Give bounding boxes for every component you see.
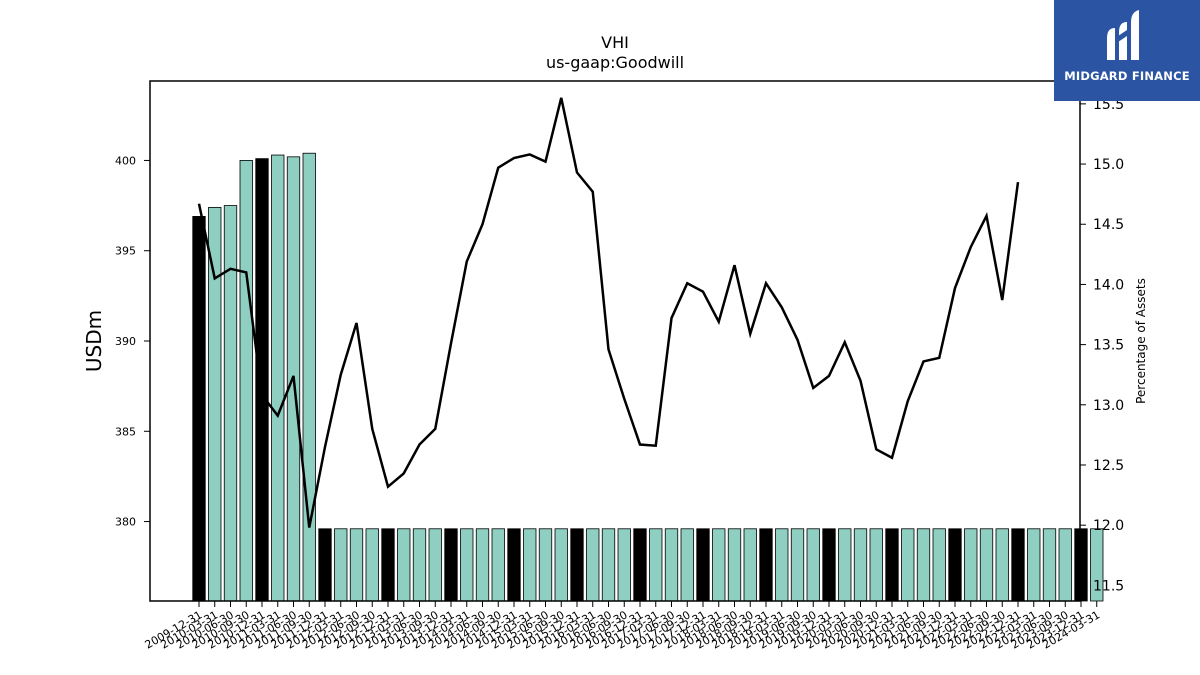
bar-2010-09-30 [239, 160, 253, 602]
bar-2015-03-31 [523, 528, 537, 602]
y-left-tick-label: 380 [115, 516, 136, 529]
bar-2019-06-30 [790, 528, 805, 602]
bar-2023-06-30 [1042, 528, 1057, 602]
bar-2016-06-30 [601, 528, 616, 602]
bar-2016-09-30 [617, 528, 631, 602]
y-right-tick-label: 12.0 [1093, 518, 1124, 534]
bar-2014-03-31 [460, 528, 474, 602]
y-right-tick-label: 11.5 [1093, 578, 1124, 594]
bar-2009-12-31 [192, 216, 206, 602]
bar-2023-12-31 [1074, 528, 1088, 602]
bar-2011-03-31 [271, 154, 285, 602]
bar-2017-09-30 [680, 528, 694, 602]
bar-2014-12-31 [507, 528, 521, 602]
y-left-tick-label: 385 [115, 425, 136, 438]
bar-2020-03-31 [838, 528, 852, 602]
bar-2010-12-31 [255, 158, 269, 602]
bar-2021-06-30 [916, 528, 931, 602]
bar-2014-06-30 [475, 528, 490, 602]
y-right-tick-label: 12.5 [1093, 458, 1124, 474]
y-left-tick-label: 390 [115, 335, 136, 348]
bar-2013-12-31 [444, 528, 458, 602]
y-axis-left-label: USDm [82, 310, 106, 372]
bar-2018-06-30 [727, 528, 742, 602]
bar-2018-09-30 [743, 528, 757, 602]
percentage-of-assets-line [197, 97, 1020, 528]
bar-2022-06-30 [979, 528, 994, 602]
bar-2010-03-31 [208, 206, 222, 602]
chart-subtitle: us-gaap:Goodwill [546, 53, 684, 72]
bar-2011-09-30 [302, 152, 316, 602]
bar-2013-06-30 [412, 528, 427, 602]
bar-2019-12-31 [822, 528, 836, 602]
bar-2012-09-30 [365, 528, 379, 602]
bar-2015-09-30 [554, 528, 568, 602]
y-right-tick-label: 15.0 [1093, 157, 1124, 173]
chart-title: VHI [601, 33, 629, 52]
y-axis-left: 380 385 390 395 400 [115, 154, 150, 529]
bar-2019-03-31 [775, 528, 789, 602]
bar-2012-03-31 [334, 528, 348, 602]
bar-2015-06-30 [538, 528, 553, 602]
bar-2023-09-30 [1058, 528, 1072, 602]
bar-2013-09-30 [428, 528, 442, 602]
y-axis-right: 11.512.012.513.013.514.014.515.015.5 [1080, 97, 1124, 594]
bar-2020-09-30 [869, 528, 883, 602]
bar-2021-12-31 [948, 528, 962, 602]
bar-2018-12-31 [759, 528, 773, 602]
bar-2020-12-31 [885, 528, 899, 602]
bar-2022-09-30 [995, 528, 1009, 602]
y-axis-right-label: Percentage of Assets [1134, 278, 1148, 404]
bar-2017-12-31 [696, 528, 710, 602]
bar-series [192, 152, 1104, 602]
bar-2014-09-30 [491, 528, 505, 602]
y-left-tick-label: 395 [115, 245, 136, 258]
bar-2010-06-30 [223, 205, 238, 602]
bar-2017-06-30 [664, 528, 679, 602]
x-axis: 2009-12-312010-03-312010-06-302010-09-30… [143, 601, 1102, 652]
bar-2023-03-31 [1027, 528, 1041, 602]
bar-2021-03-31 [901, 528, 915, 602]
bar-2018-03-31 [712, 528, 726, 602]
bar-2019-09-30 [806, 528, 820, 602]
y-right-tick-label: 13.0 [1093, 398, 1124, 414]
bar-2015-12-31 [570, 528, 584, 602]
bar-2012-06-30 [349, 528, 364, 602]
bar-2022-12-31 [1011, 528, 1025, 602]
bar-2013-03-31 [397, 528, 411, 602]
bar-2016-12-31 [633, 528, 647, 602]
bar-2016-03-31 [586, 528, 600, 602]
logo-mark-icon [1107, 10, 1139, 60]
logo-text: MIDGARD FINANCE [1064, 69, 1190, 83]
y-right-tick-label: 13.5 [1093, 338, 1124, 354]
bar-2022-03-31 [964, 528, 978, 602]
y-right-tick-label: 14.5 [1093, 217, 1124, 233]
bar-2020-06-30 [853, 528, 868, 602]
y-left-tick-label: 400 [115, 154, 136, 167]
bar-2021-09-30 [932, 528, 946, 602]
bar-2011-12-31 [318, 528, 332, 602]
y-right-tick-label: 14.0 [1093, 277, 1124, 293]
bar-2017-03-31 [649, 528, 663, 602]
midgard-finance-logo: MIDGARD FINANCE [1054, 0, 1200, 101]
bar-2012-12-31 [381, 528, 395, 602]
